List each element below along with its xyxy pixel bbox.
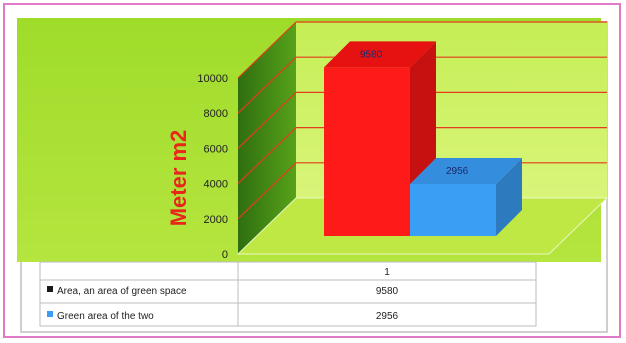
gridline-side	[237, 91, 297, 149]
y-tick-label: 10000	[197, 73, 228, 85]
bar-top	[324, 41, 436, 68]
legend-key-area	[47, 286, 53, 292]
bar-side	[496, 157, 522, 236]
bar-top	[410, 157, 522, 184]
data-label: 9580	[360, 49, 383, 60]
data-label: 2956	[446, 166, 469, 177]
y-axis-label: Meter m2	[166, 130, 191, 227]
table-value-area: 9580	[376, 286, 399, 297]
y-tick-label: 6000	[204, 143, 228, 155]
y-tick-label: 4000	[204, 179, 228, 191]
y-tick-label: 2000	[204, 214, 228, 226]
x-tick-label: 1	[384, 267, 390, 278]
data-labels: 9580 2956	[360, 49, 469, 177]
bar-green-area	[410, 183, 496, 236]
data-table: 1 Area, an area of green space 9580 Gree…	[39, 261, 537, 327]
gridline-side	[237, 56, 297, 114]
bar-area	[324, 67, 410, 236]
y-tick-label: 8000	[204, 108, 228, 120]
side-wall	[238, 22, 296, 254]
gridline-side	[237, 21, 297, 79]
legend-label-green-area: Green area of the two	[57, 311, 154, 322]
table-value-green-area: 2956	[376, 311, 399, 322]
bars	[324, 41, 522, 236]
data-table-bg	[39, 261, 537, 327]
gridline-side	[237, 162, 297, 220]
legend-label-area: Area, an area of green space	[57, 286, 187, 297]
y-tick-label: 0	[222, 249, 228, 261]
y-axis-ticks: 0 2000 4000 6000 8000 10000	[197, 73, 228, 261]
legend-key-green-area	[47, 311, 53, 317]
gridline-side	[237, 127, 297, 185]
